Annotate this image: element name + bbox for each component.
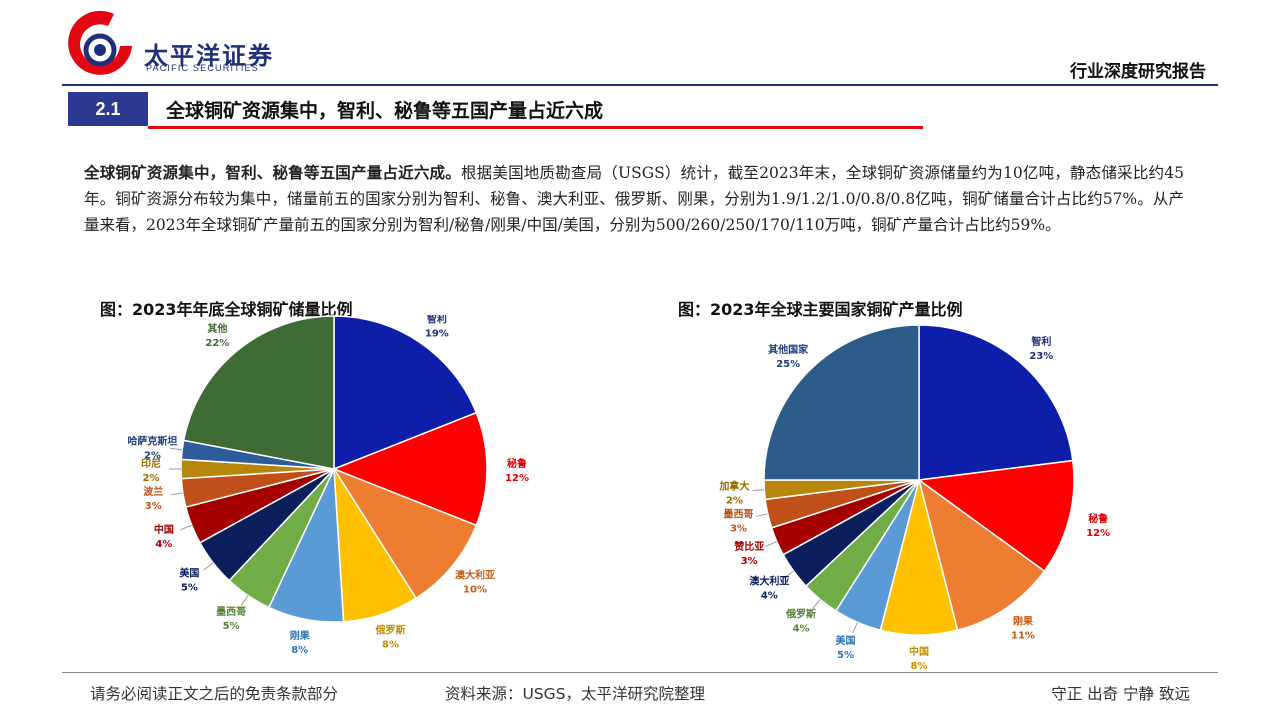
pie-value-label-0-1: 12% bbox=[505, 473, 529, 484]
pie-slice-0-2 bbox=[332, 467, 478, 600]
pie-slice-1-2 bbox=[917, 478, 1046, 632]
pie-value-label-0-3: 8% bbox=[382, 639, 399, 650]
pie-label-1-7: 赞比亚 bbox=[733, 540, 764, 553]
pie-label-0-10: 哈萨克斯坦 bbox=[127, 435, 177, 448]
pie-value-label-0-5: 5% bbox=[223, 621, 240, 632]
pie-value-label-0-7: 4% bbox=[155, 539, 172, 550]
logo-name-cn: 太平洋证券 bbox=[144, 42, 274, 70]
footer-motto: 守正 出奇 宁静 致远 bbox=[1051, 685, 1190, 703]
pie-label-0-7: 中国 bbox=[154, 523, 174, 536]
pie-slice-0-11 bbox=[182, 315, 335, 470]
paragraph-lead: 全球铜矿资源集中，智利、秘鲁等五国产量占近六成。 bbox=[84, 164, 461, 182]
chart2-title: 图：2023年全球主要国家铜矿产量比例 bbox=[678, 300, 963, 319]
pie-label-0-0: 智利 bbox=[427, 315, 447, 325]
pie-value-label-0-2: 10% bbox=[463, 585, 487, 596]
pie-value-label-1-0: 23% bbox=[1029, 351, 1053, 362]
pie-label-0-4: 刚果 bbox=[290, 629, 311, 642]
pie-value-label-0-4: 8% bbox=[291, 645, 308, 656]
pie-label-1-4: 美国 bbox=[836, 634, 856, 647]
pie-value-label-1-6: 4% bbox=[761, 590, 778, 601]
reserves-pie-chart: 智利 19% 秘鲁 12% 澳大利亚 10% 俄罗斯 8% 刚果 8% 墨西哥 5% 美国 5% 中国 4% 波… bbox=[127, 315, 529, 656]
pie-value-label-1-4: 5% bbox=[837, 650, 854, 661]
pie-label-0-5: 墨西哥 bbox=[216, 606, 246, 618]
pie-value-label-1-9: 2% bbox=[726, 495, 743, 506]
pie-value-label-0-6: 5% bbox=[181, 583, 198, 594]
pie-leader-line-1-5 bbox=[812, 599, 821, 609]
pie-slice-1-10 bbox=[763, 324, 920, 481]
pie-label-1-0: 智利 bbox=[1031, 335, 1051, 348]
pie-label-1-5: 俄罗斯 bbox=[785, 607, 816, 620]
production-pie-chart: 智利 23% 秘鲁 12% 刚果 11% 中国 8% 美国 5% 俄罗斯 4% 澳大利亚 4% 赞比亚 3% 墨… bbox=[718, 324, 1110, 672]
pie-value-label-1-2: 11% bbox=[1011, 630, 1035, 641]
footer-divider bbox=[62, 672, 1218, 673]
logo-emblem-icon bbox=[68, 10, 132, 75]
pie-label-1-6: 澳大利亚 bbox=[749, 574, 789, 587]
section-header: 2.1 全球铜矿资源集中，智利、秘鲁等五国产量占近六成 bbox=[68, 92, 1208, 129]
pie-label-0-1: 秘鲁 bbox=[507, 457, 527, 470]
chart1-title: 图：2023年年底全球铜矿储量比例 bbox=[100, 300, 353, 319]
section-title: 全球铜矿资源集中，智利、秘鲁等五国产量占近六成 bbox=[166, 100, 604, 122]
pie-slice-1-0 bbox=[918, 324, 1074, 481]
report-type: 行业深度研究报告 bbox=[1070, 62, 1206, 82]
pie-label-0-9: 印尼 bbox=[141, 458, 161, 470]
pie-leader-line-0-6 bbox=[203, 562, 214, 571]
pie-leader-line-1-7 bbox=[765, 541, 777, 547]
pie-leader-line-1-4 bbox=[852, 622, 858, 634]
pie-leader-line-1-6 bbox=[783, 570, 794, 579]
pie-value-label-1-1: 12% bbox=[1086, 528, 1110, 539]
pie-label-0-3: 俄罗斯 bbox=[375, 623, 406, 636]
pie-leader-line-1-8 bbox=[755, 513, 768, 517]
pie-label-1-9: 加拿大 bbox=[718, 479, 749, 492]
footer-source: 资料来源：USGS，太平洋研究院整理 bbox=[445, 685, 706, 703]
pie-leader-line-0-7 bbox=[180, 524, 192, 531]
pie-value-label-0-9: 2% bbox=[143, 473, 160, 484]
pie-slice-1-1 bbox=[917, 459, 1075, 573]
footer-disclaimer: 请务必阅读正文之后的免责条款部分 bbox=[90, 685, 339, 703]
pie-slice-0-1 bbox=[331, 411, 488, 527]
pie-label-0-6: 美国 bbox=[179, 567, 199, 580]
company-logo: 太平洋证券 PACIFIC SECURITIES bbox=[62, 6, 292, 86]
pie-value-label-0-10: 2% bbox=[144, 451, 161, 462]
pie-label-1-1: 秘鲁 bbox=[1088, 512, 1108, 525]
section-number: 2.1 bbox=[68, 92, 148, 126]
paragraph-body: 根据美国地质勘查局（USGS）统计，截至2023年末，全球铜矿资源储量约为10亿… bbox=[84, 164, 1184, 234]
pie-slice-0-0 bbox=[333, 315, 478, 471]
pie-label-0-2: 澳大利亚 bbox=[455, 569, 495, 582]
logo-name-en: PACIFIC SECURITIES bbox=[146, 63, 259, 73]
pie-value-label-1-7: 3% bbox=[741, 556, 758, 567]
pie-label-0-11: 其他 bbox=[207, 322, 227, 335]
pie-value-label-0-8: 3% bbox=[145, 501, 162, 512]
pie-leader-line-0-5 bbox=[240, 595, 249, 606]
summary-paragraph: 全球铜矿资源集中，智利、秘鲁等五国产量占近六成。根据美国地质勘查局（USGS）统… bbox=[84, 160, 1184, 238]
pie-label-1-8: 墨西哥 bbox=[723, 508, 753, 520]
pie-label-0-8: 波兰 bbox=[143, 485, 163, 498]
pie-value-label-0-11: 22% bbox=[205, 338, 229, 349]
pie-leader-line-1-9 bbox=[752, 489, 765, 491]
pie-value-label-1-3: 8% bbox=[911, 661, 928, 672]
header-divider bbox=[62, 84, 1218, 86]
pie-value-label-1-5: 4% bbox=[793, 623, 810, 634]
pie-value-label-0-0: 19% bbox=[425, 328, 449, 339]
pie-value-label-1-10: 25% bbox=[776, 359, 800, 370]
pie-leader-line-0-10 bbox=[170, 447, 183, 451]
pie-value-label-1-8: 3% bbox=[730, 523, 747, 534]
pie-label-1-2: 刚果 bbox=[1013, 614, 1034, 627]
pie-label-1-3: 中国 bbox=[909, 645, 929, 658]
pie-leader-line-0-8 bbox=[170, 492, 183, 496]
section-underline bbox=[148, 126, 923, 129]
pie-label-1-10: 其他国家 bbox=[768, 343, 809, 356]
